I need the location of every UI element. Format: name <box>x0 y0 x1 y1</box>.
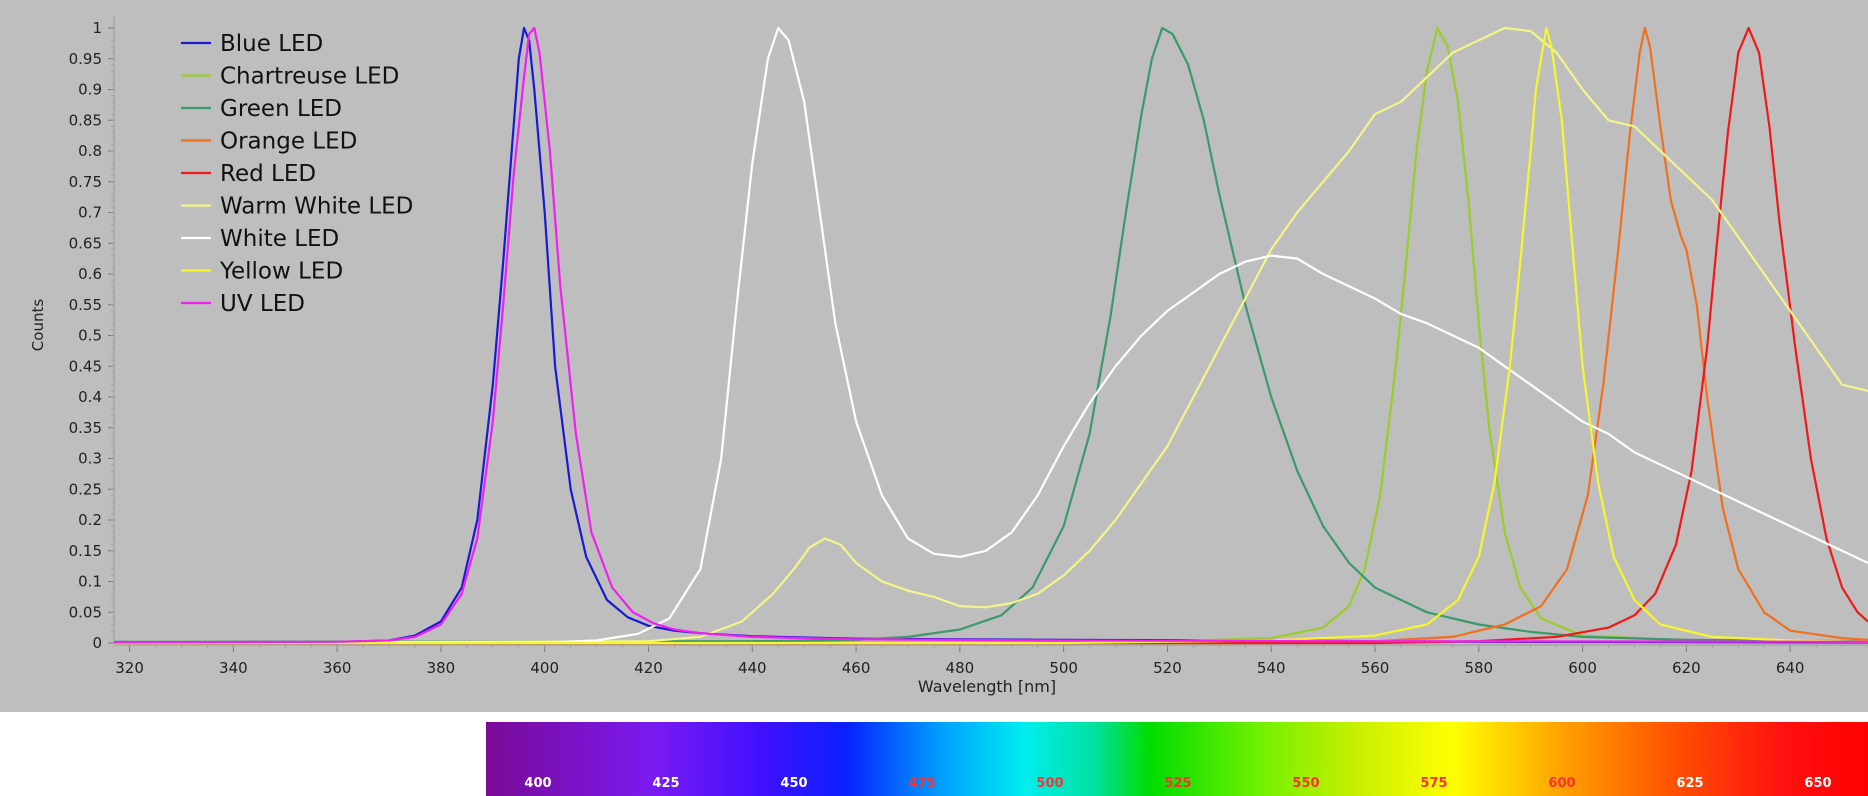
led-spectra-chart: 0 0.05 0.1 0.15 0.2 0.25 0.3 0.35 0.4 0.45 0.5 0.55… <box>29 16 1868 696</box>
spectrum-gradient: 400 425 450 475 500 525 550 575 600 625 650 <box>486 722 1868 796</box>
y-tick-label: 0.8 <box>78 142 102 160</box>
x-tick-label: 500 <box>1049 659 1078 677</box>
legend-label: Yellow LED <box>219 259 343 285</box>
x-tick-label: 560 <box>1361 659 1390 677</box>
legend-label: Blue LED <box>220 31 323 57</box>
y-tick-label: 0.2 <box>78 511 102 529</box>
y-tick-label: 1 <box>92 19 102 37</box>
y-tick-label: 0 <box>92 634 102 652</box>
y-axis-label: Counts <box>29 299 47 352</box>
series-line-warm-white-led <box>113 26 1868 645</box>
spectrum-label: 500 <box>1036 776 1063 791</box>
y-tick-label: 0.15 <box>69 542 102 560</box>
spectrum-label: 575 <box>1420 776 1447 791</box>
spectrum-fill <box>486 722 1868 796</box>
chart-area: 0 0.05 0.1 0.15 0.2 0.25 0.3 0.35 0.4 0.45 0.5 0.55… <box>0 0 1868 712</box>
x-tick-label: 640 <box>1776 659 1805 677</box>
x-tick-label: 460 <box>842 659 871 677</box>
series-line-green-led <box>113 26 1868 643</box>
spectrum-label: 475 <box>908 776 935 791</box>
spectrum-label: 425 <box>652 776 679 791</box>
x-tick-label: 400 <box>530 659 559 677</box>
x-tick-label: 360 <box>323 659 352 677</box>
y-tick-label: 0.75 <box>69 173 102 191</box>
x-tick-label: 320 <box>115 659 144 677</box>
visible-spectrum-bar: 400 425 450 475 500 525 550 575 600 625 650 <box>486 722 1868 796</box>
series-line-chartreuse-led <box>114 26 1868 645</box>
spectrum-label: 600 <box>1548 776 1575 791</box>
y-tick-label: 0.05 <box>69 603 102 621</box>
x-tick-label: 520 <box>1153 659 1182 677</box>
spectrum-label: 650 <box>1804 776 1831 791</box>
legend-label: Warm White LED <box>220 194 413 220</box>
y-tick-label: 0.1 <box>78 573 102 591</box>
legend-label: White LED <box>220 226 339 252</box>
series-line-blue-led <box>113 26 1868 644</box>
series-line-orange-led <box>114 26 1868 645</box>
x-tick-label: 340 <box>219 659 248 677</box>
y-tick-label: 0.3 <box>78 450 102 468</box>
spectrum-label: 450 <box>780 776 807 791</box>
series-line-red-led <box>114 26 1868 645</box>
series-line-yellow-led <box>114 26 1868 645</box>
series-line-uv-led <box>113 26 1868 644</box>
series-line-white-led <box>113 26 1868 645</box>
legend-label: Chartreuse LED <box>220 64 399 90</box>
y-tick-label: 0.7 <box>78 204 102 222</box>
spectrum-label: 400 <box>524 776 551 791</box>
x-tick-label: 620 <box>1672 659 1701 677</box>
x-tick-label: 420 <box>634 659 663 677</box>
x-tick-label: 600 <box>1568 659 1597 677</box>
legend-label: Red LED <box>220 161 316 187</box>
legend-label: Orange LED <box>220 129 357 155</box>
y-tick-label: 0.5 <box>78 327 102 345</box>
y-tick-label: 0.95 <box>69 50 102 68</box>
y-tick-label: 0.4 <box>78 388 102 406</box>
y-tick-label: 0.9 <box>78 81 102 99</box>
y-tick-label: 0.65 <box>69 234 102 252</box>
y-tick-label: 0.25 <box>69 480 102 498</box>
spectrum-label: 525 <box>1164 776 1191 791</box>
legend-label: UV LED <box>220 291 305 317</box>
y-tick-label: 0.6 <box>78 265 102 283</box>
y-tick-label: 0.85 <box>69 111 102 129</box>
x-tick-label: 380 <box>427 659 456 677</box>
spectrum-label: 550 <box>1292 776 1319 791</box>
legend-label: Green LED <box>220 96 342 122</box>
x-tick-label: 440 <box>738 659 767 677</box>
spectrum-label: 625 <box>1676 776 1703 791</box>
x-axis-label: Wavelength [nm] <box>918 677 1056 696</box>
y-tick-label: 0.35 <box>69 419 102 437</box>
y-tick-label: 0.55 <box>69 296 102 314</box>
y-tick-label: 0.45 <box>69 357 102 375</box>
x-tick-label: 540 <box>1257 659 1286 677</box>
x-tick-label: 480 <box>946 659 975 677</box>
x-tick-label: 580 <box>1464 659 1493 677</box>
